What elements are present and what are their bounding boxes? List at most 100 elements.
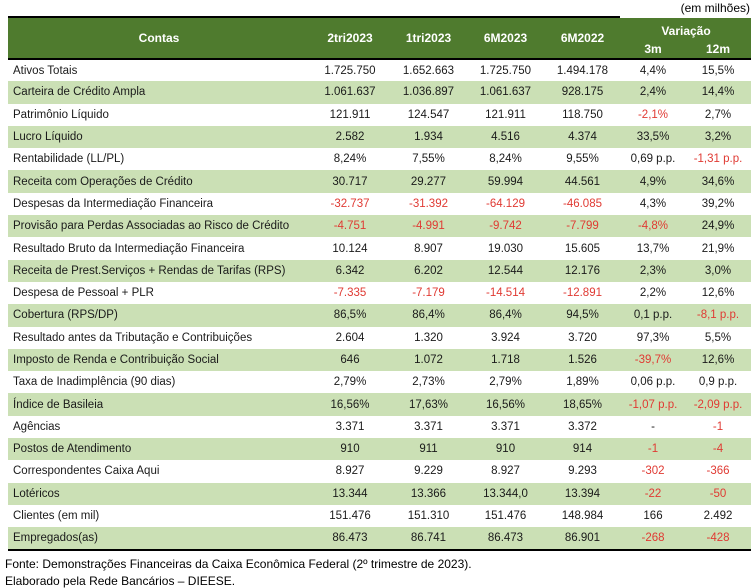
table-row: Resultado Bruto da Intermediação Finance… <box>8 237 751 259</box>
cell-value: 39,2% <box>701 197 735 210</box>
cell-value: 2.582 <box>335 131 365 144</box>
table-row: Lucro Líquido 2.582 1.934 4.516 4.374 33,5% 3,… <box>8 125 751 149</box>
cell-value: 166 <box>643 510 663 523</box>
row-label: Cobertura (RPS/DP) <box>13 309 118 322</box>
cell-value: 2,7% <box>704 108 732 121</box>
cell-value: 151.476 <box>329 510 371 523</box>
cell-value: -7.799 <box>566 220 599 233</box>
table-row: Carteira de Crédito Ampla 1.061.637 1.036.… <box>8 81 751 104</box>
cell-value: 8,24% <box>333 153 367 166</box>
cell-value: 2,2% <box>639 287 667 300</box>
cell-value: 1.494.178 <box>556 64 609 77</box>
cell-value: 4,3% <box>639 197 667 210</box>
row-label: Resultado antes da Tributação e Contribu… <box>13 331 253 344</box>
cell-value: 59.994 <box>487 175 524 188</box>
cell-value: 8,24% <box>489 153 522 166</box>
header-variacao-12m: 12m <box>685 41 751 60</box>
header-variacao: Variação <box>621 18 751 41</box>
cell-value: -4 <box>712 443 724 456</box>
elaboration-note: Elaborado pela Rede Bancários – DIEESE. <box>5 573 236 588</box>
cell-value: 14,4% <box>701 86 735 99</box>
row-label: Receita de Prest.Serviços + Rendas de Ta… <box>13 264 286 277</box>
cell-value: -39,7% <box>634 354 672 366</box>
row-label: Despesas da Intermediação Financeira <box>13 197 214 210</box>
cell-value: 18,65% <box>562 398 602 411</box>
table-row: Empregados(as) 86.473 86.741 86.473 86.901 -2… <box>8 527 751 551</box>
table-row: Ativos Totais 1.725.750 1.652.663 1.725.750… <box>8 59 751 81</box>
cell-value: 6.342 <box>335 264 365 277</box>
row-label: Postos de Atendimento <box>13 443 132 456</box>
cell-value: 1.320 <box>414 331 443 344</box>
cell-value: 12.544 <box>487 264 524 277</box>
row-label: Provisão para Perdas Associadas ao Risco… <box>13 220 290 233</box>
cell-value: 646 <box>340 354 360 366</box>
cell-value: -8,1 p.p. <box>696 309 740 322</box>
cell-value: 4.516 <box>491 131 520 144</box>
cell-value: 13,7% <box>636 242 670 255</box>
cell-value: -2,09 p.p. <box>693 398 743 411</box>
cell-value: 10.124 <box>332 242 368 255</box>
header-6m2022: 6M2022 <box>544 18 621 60</box>
cell-value: 13.344 <box>332 487 368 500</box>
table-row: Provisão para Perdas Associadas ao Risco… <box>8 215 751 238</box>
row-label: Empregados(as) <box>8 527 310 551</box>
row-label: Taxa de Inadimplência (90 dias) <box>13 376 176 389</box>
cell-value: 118.750 <box>562 108 603 121</box>
header-variacao-3m: 3m <box>621 41 685 60</box>
cell-value: 2,3% <box>639 264 667 277</box>
cell-value: -366 <box>706 465 730 478</box>
cell-value: 2.604 <box>335 331 365 344</box>
cell-value: -46.085 <box>562 197 602 210</box>
cell-value: 3,2% <box>704 131 732 144</box>
cell-value: 2,79% <box>489 376 522 389</box>
cell-value: 8.907 <box>414 242 443 255</box>
table-row: Taxa de Inadimplência (90 dias) 2,79% 2,73… <box>8 371 751 393</box>
cell-value: 1.036.897 <box>402 86 455 99</box>
row-label: Clientes (em mil) <box>13 510 100 523</box>
cell-value: -1,07 p.p. <box>628 398 678 411</box>
cell-value: 928.175 <box>561 86 604 99</box>
table-row: Lotéricos 13.344 13.366 13.344,0 13.394 -22 -5… <box>8 482 751 505</box>
table-row: Índice de Basileia 16,56% 17,63% 16,56% 18,6… <box>8 393 751 416</box>
cell-value: 910 <box>495 443 516 456</box>
cell-value: 3.924 <box>491 331 520 344</box>
table-row: Despesas da Intermediação Financeira -32.… <box>8 193 751 215</box>
cell-value: -12.891 <box>562 287 602 300</box>
table-row: Receita com Operações de Crédito 30.717 29… <box>8 170 751 193</box>
cell-value: 3.371 <box>414 420 443 433</box>
cell-value: 151.310 <box>407 510 450 523</box>
cell-value: 86.901 <box>544 527 621 551</box>
cell-value: 2,4% <box>639 86 667 99</box>
cell-value: 5,5% <box>704 331 732 344</box>
cell-value: -22 <box>644 487 662 500</box>
cell-value: -1 <box>647 443 659 456</box>
cell-value: -4.751 <box>333 220 367 233</box>
cell-value: 34,6% <box>701 175 735 188</box>
cell-value: 1.725.750 <box>479 64 532 77</box>
cell-value: 914 <box>572 443 593 456</box>
cell-value: 1.072 <box>414 354 443 366</box>
cell-value: 21,9% <box>701 242 735 255</box>
table-row: Despesa de Pessoal + PLR -7.335 -7.179 -14.… <box>8 282 751 304</box>
table-row: Postos de Atendimento 910 911 910 914 -1 -4 <box>8 438 751 461</box>
cell-value: 8.927 <box>491 465 520 478</box>
cell-value: 86,4% <box>412 309 445 322</box>
cell-value: -302 <box>641 465 665 478</box>
cell-value: -428 <box>685 527 751 551</box>
row-label: Índice de Basileia <box>13 398 104 411</box>
source-note: Fonte: Demonstrações Financeiras da Caix… <box>5 557 472 571</box>
cell-value: 121.911 <box>329 108 371 121</box>
row-label: Rentabilidade (LL/PL) <box>13 153 125 166</box>
row-label: Lucro Líquido <box>13 131 83 144</box>
footnotes: Fonte: Demonstrações Financeiras da Caix… <box>5 556 472 588</box>
cell-value: 1.061.637 <box>324 86 376 99</box>
table-row: Correspondentes Caixa Aqui 8.927 9.229 8.92… <box>8 460 751 482</box>
unit-note: (em milhões) <box>680 1 750 15</box>
cell-value: 15.605 <box>564 242 601 255</box>
table-row: Patrimônio Líquido 121.911 124.547 121.911 1… <box>8 104 751 126</box>
table-row: Resultado antes da Tributação e Contribu… <box>8 327 751 349</box>
cell-value: 29.277 <box>410 175 447 188</box>
cell-value: -2,1% <box>637 108 669 121</box>
cell-value: 1.718 <box>491 354 520 366</box>
cell-value: 8.927 <box>335 465 365 478</box>
